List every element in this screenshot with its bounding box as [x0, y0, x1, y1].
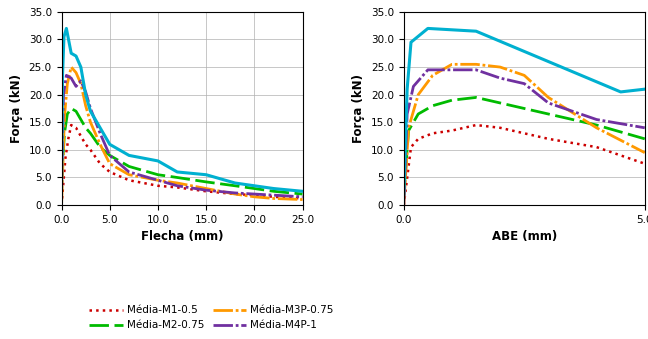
X-axis label: ABE (mm): ABE (mm): [492, 231, 557, 243]
X-axis label: Flecha (mm): Flecha (mm): [141, 231, 224, 243]
Y-axis label: Força (kN): Força (kN): [10, 74, 23, 143]
Legend: Média-M1-0.5, Média-M2-0.75, Média-M3P-0.75, Média-M4P-1: Média-M1-0.5, Média-M2-0.75, Média-M3P-0…: [89, 305, 334, 331]
Y-axis label: Força (kN): Força (kN): [353, 74, 365, 143]
